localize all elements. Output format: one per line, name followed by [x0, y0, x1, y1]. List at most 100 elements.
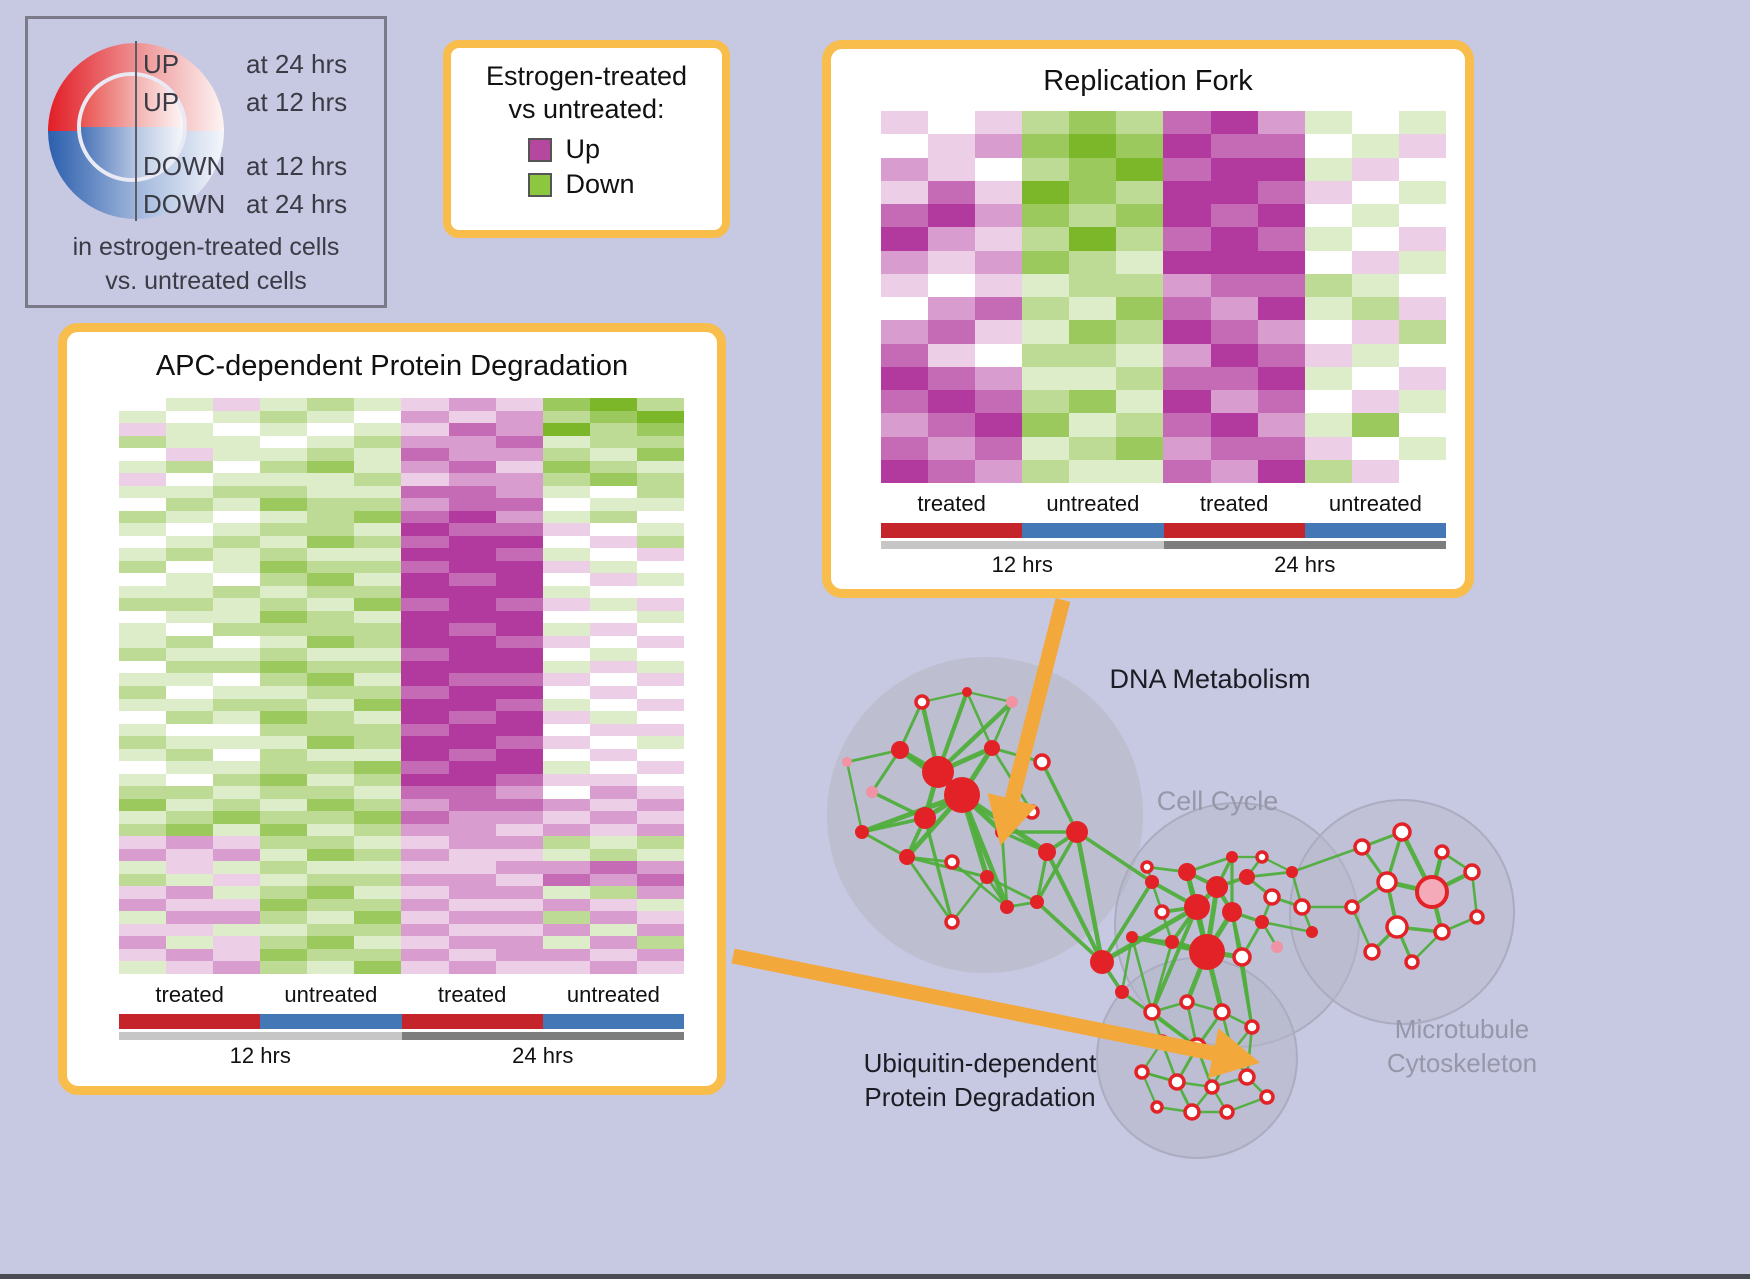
heatmap-cell: [401, 773, 449, 787]
legend-caption-line2: vs. untreated cells: [105, 267, 307, 295]
heatmap-cell: [401, 798, 449, 812]
heatmap-cell: [589, 773, 637, 787]
heatmap-cell: [307, 948, 355, 962]
heatmap-cell: [448, 711, 496, 724]
heatmap-cell: [1304, 273, 1352, 297]
heatmap-cell: [1069, 413, 1117, 437]
condition-colorbar: [119, 1014, 684, 1029]
heatmap-cell: [975, 134, 1023, 158]
heatmap-cell: [354, 698, 402, 712]
heatmap-cell: [1022, 273, 1070, 297]
heatmap-cell: [119, 748, 167, 762]
heatmap-cell: [975, 459, 1023, 483]
heatmap-cell: [307, 548, 355, 561]
heatmap-cell: [636, 648, 684, 661]
network-node: [1179, 994, 1195, 1010]
network-edge: [1100, 904, 1199, 965]
heatmap-cell: [213, 585, 261, 599]
condition-labels: treated untreated treated untreated: [119, 982, 684, 1010]
network-edge: [986, 875, 1038, 904]
heatmap-cell: [401, 648, 449, 661]
heatmap-cell: [354, 786, 402, 799]
network-node: [1204, 1079, 1220, 1095]
heatmap-cell: [213, 598, 261, 611]
heatmap-cell: [636, 573, 684, 586]
network-edge: [1045, 851, 1104, 963]
heatmap-cell: [542, 635, 590, 649]
heatmap-cell: [307, 435, 355, 449]
heatmap-cell: [401, 598, 449, 611]
heatmap-cell: [307, 873, 355, 887]
network-edge: [923, 817, 954, 923]
network-node: [1286, 866, 1298, 878]
heatmap-cell: [975, 273, 1023, 297]
heatmap-cell: [307, 773, 355, 787]
heatmap-cell: [1351, 227, 1399, 251]
color-key-title-line2: vs untreated:: [508, 94, 665, 124]
heatmap-cell: [1210, 250, 1258, 274]
heatmap-cell: [213, 698, 261, 712]
heatmap-cell: [1069, 157, 1117, 181]
heatmap-cell: [542, 911, 590, 924]
heatmap-cell: [542, 573, 590, 586]
legend-caption-line1: in estrogen-treated cells: [72, 233, 340, 261]
time-label: at 24 hrs: [246, 49, 348, 79]
heatmap-cell: [213, 548, 261, 561]
heatmap-cell: [354, 548, 402, 561]
heatmap-cell: [401, 898, 449, 912]
heatmap-cell: [401, 685, 449, 699]
heatmap-cell: [1257, 227, 1305, 251]
heatmap-cell: [636, 635, 684, 649]
condition-label: treated: [155, 982, 224, 1007]
condition-label: untreated: [566, 982, 660, 1007]
heatmap-cell: [166, 623, 214, 636]
heatmap-cell: [495, 773, 543, 787]
heatmap-cell: [928, 459, 976, 483]
heatmap-cell: [119, 423, 167, 436]
heatmap-cell: [589, 460, 637, 474]
heatmap-cell: [401, 923, 449, 937]
heatmap-cell: [1257, 343, 1305, 367]
heatmap-cell: [1257, 134, 1305, 158]
heatmap-cell: [1163, 343, 1211, 367]
heatmap-cell: [1116, 273, 1164, 297]
heatmap-cell: [307, 573, 355, 586]
heatmap-cell: [589, 673, 637, 686]
ring-12hrs: [77, 72, 187, 182]
heatmap-cell: [448, 948, 496, 962]
timepoint-bar-segment: [119, 1032, 402, 1040]
heatmap-cell: [1257, 273, 1305, 297]
heatmap-cell: [119, 923, 167, 937]
heatmap-cell: [119, 535, 167, 549]
heatmap-cell: [119, 485, 167, 499]
heatmap-cell: [589, 535, 637, 549]
heatmap-cell: [260, 798, 308, 812]
heatmap-cell: [260, 523, 308, 536]
timepoint-labels: 12 hrs 24 hrs: [881, 552, 1446, 580]
network-cluster-label: Cell Cycle: [1156, 786, 1279, 816]
heatmap-cell: [1304, 366, 1352, 390]
condition-label: treated: [1199, 491, 1269, 516]
heatmap-cell: [119, 435, 167, 449]
network-edge: [1130, 936, 1154, 1013]
apc-heatmap-footer: treated untreated treated untreated 12 hrs 2…: [119, 982, 684, 1071]
heatmap-cell: [1163, 297, 1211, 321]
network-edge: [959, 794, 1010, 908]
heatmap-cell: [354, 673, 402, 686]
network-node: [995, 825, 1009, 839]
heatmap-cell: [881, 250, 929, 274]
heatmap-cell: [260, 886, 308, 899]
heatmap-cell: [166, 848, 214, 862]
heatmap-cell: [542, 948, 590, 962]
heatmap-cell: [542, 498, 590, 511]
heatmap-cell: [1069, 436, 1117, 460]
network-edge: [966, 690, 1013, 704]
heatmap-cell: [354, 836, 402, 849]
heatmap-cell: [589, 423, 637, 436]
heatmap-cell: [1116, 111, 1164, 135]
heatmap-cell: [495, 610, 543, 624]
heatmap-cell: [307, 823, 355, 837]
heatmap-cell: [166, 410, 214, 424]
direction-label: DOWN: [143, 151, 226, 181]
heatmap-cell: [260, 948, 308, 962]
